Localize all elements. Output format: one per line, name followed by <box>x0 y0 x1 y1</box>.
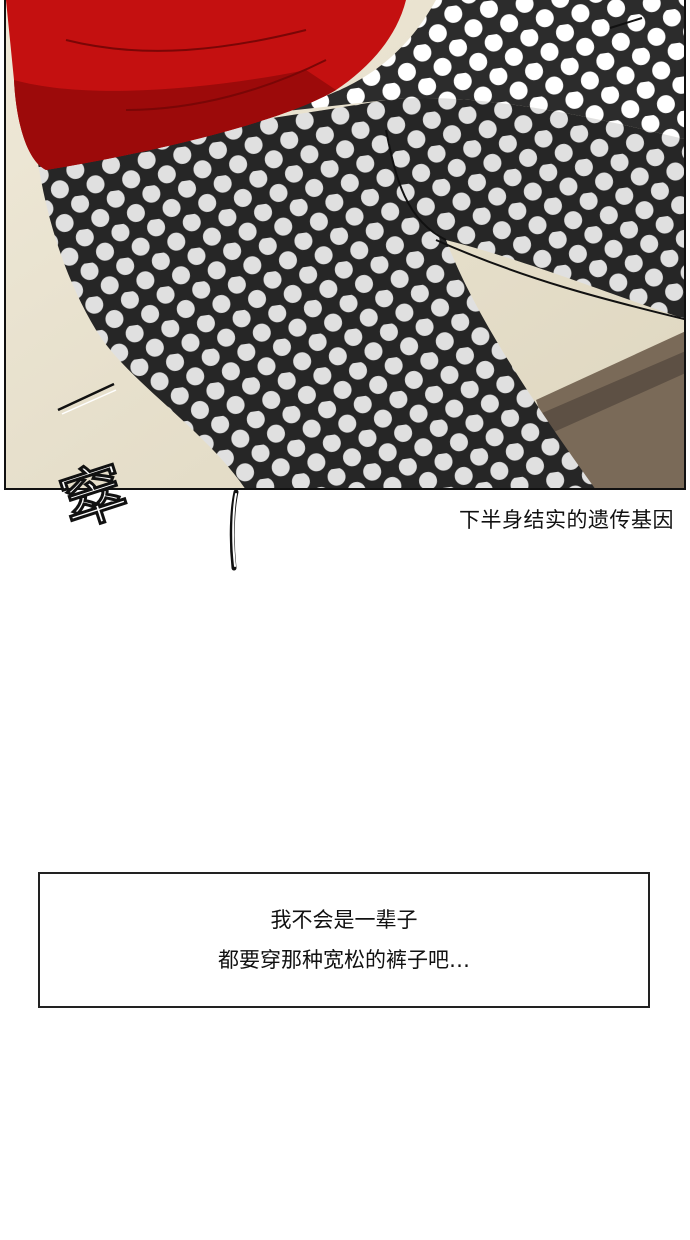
sound-effect-lettering: 窣 <box>51 450 148 544</box>
panel-illustration <box>6 0 684 488</box>
polka-dot-pants <box>36 98 684 488</box>
motion-line <box>226 489 246 572</box>
narration-line-1: 我不会是一辈子 <box>270 908 418 932</box>
narration-box: 我不会是一辈子 都要穿那种宽松的裤子吧… <box>38 872 650 1008</box>
sfx-glyph: 窣 <box>58 453 136 540</box>
comic-panel <box>4 0 686 490</box>
narration-caption: 下半身结实的遗传基因 <box>459 508 674 532</box>
narration-line-2: 都要穿那种宽松的裤子吧… <box>218 948 470 972</box>
